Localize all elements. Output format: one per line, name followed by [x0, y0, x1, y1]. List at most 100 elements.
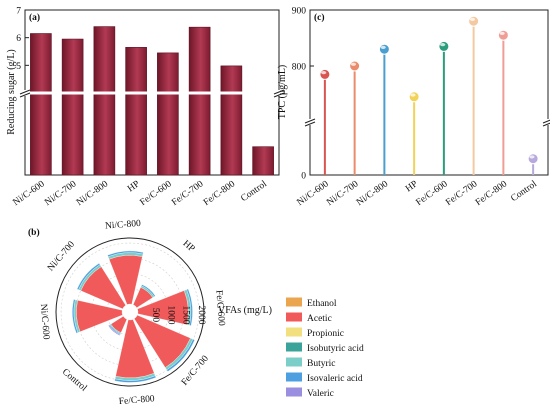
chart-c-point: [378, 43, 390, 55]
chart-b-sector: [107, 250, 144, 257]
chart-a-bar: [252, 146, 274, 176]
legend-swatch: [286, 387, 302, 397]
chart-c-lollipops: [319, 15, 539, 175]
chart-c-point-highlight: [469, 17, 476, 21]
chart-a-break-right-slash-1: [273, 89, 285, 95]
chart-c-break-left-slash-2: [304, 121, 316, 127]
chart-a-axis-break: [19, 89, 285, 98]
legend-swatch: [286, 372, 302, 382]
chart-c-point-highlight: [440, 43, 446, 47]
chart-c-y-axis-label: TPC (μg/mL): [277, 65, 288, 120]
chart-a-y-tick-label: 5: [16, 62, 21, 72]
chart-c-x-tick-label: Control: [509, 179, 539, 204]
chart-b-radial-tick-label: 2000: [196, 306, 206, 325]
legend-label: Isovaleric acid: [307, 374, 363, 384]
chart-b-radial-tick-label: 500: [150, 308, 160, 323]
chart-c-x-tick-label: Ni/C-600: [295, 179, 330, 208]
chart-b-category-label: Fe/C-700: [180, 354, 211, 388]
legend-swatch: [286, 312, 302, 322]
chart-a-break-band: [26, 91, 278, 95]
chart-a-y-axis-label: Reducing sugar (g/L): [6, 49, 17, 135]
chart-a-bar: [157, 52, 179, 176]
legend-swatch: [286, 357, 302, 367]
chart-c-point-highlight: [499, 31, 505, 35]
legend-swatch: [286, 342, 302, 352]
chart-b: (b) Ni/C-600 Ni/C-700 Ni/C-800 HP Fe/C-600 Fe…: [28, 219, 272, 404]
chart-a-x-tick-label: Ni/C-800: [75, 179, 110, 208]
chart-a-break-left-mask: [20, 90, 30, 96]
chart-a-y-tick-label: 7: [16, 7, 21, 17]
chart-c-y-tick-label: 0: [301, 172, 306, 182]
chart-b-radial-ticks: 500 1000 1500 2000: [150, 306, 206, 325]
chart-b-outer-circle: [55, 237, 205, 387]
chart-c-point: [349, 60, 361, 72]
chart-c-axis-break: [304, 118, 550, 127]
chart-a-break-left-slash-2: [19, 92, 31, 98]
chart-b-sector: [76, 263, 101, 290]
chart-c-point: [497, 29, 509, 41]
chart-a-break-right-slash-2: [273, 92, 285, 98]
chart-a-x-tick-label: Fe/C-800: [202, 179, 237, 208]
chart-c-point-highlight: [410, 93, 416, 97]
chart-b-sector: [141, 284, 156, 297]
chart-a-x-tick-label: Fe/C-700: [170, 179, 205, 208]
legend-label: Isobutyric acid: [307, 344, 364, 354]
chart-a-x-tick-label: HP: [126, 179, 142, 194]
chart-c-frame: [309, 9, 549, 176]
chart-b-sector: [114, 375, 157, 383]
chart-b-legend: Ethanol Acetic Propionic Isobutyric acid But…: [286, 297, 364, 399]
legend-label: Ethanol: [307, 299, 337, 309]
chart-c-break-right-slash-2: [542, 122, 550, 127]
chart-c-break-right-slash-1: [542, 119, 550, 124]
chart-b-category-label: Ni/C-700: [46, 239, 77, 273]
chart-b-radial-tick-label: 1500: [181, 306, 191, 325]
chart-b-category-label: Ni/C-600: [38, 303, 51, 340]
chart-b-panel-label: (b): [28, 227, 40, 238]
chart-a-bars: [30, 26, 274, 176]
chart-a-x-tick-label: Ni/C-600: [11, 179, 46, 208]
chart-b-sector: [108, 325, 121, 336]
chart-a-y-ticks: 5 6 7: [16, 7, 29, 94]
chart-a-y-tick-label: 6: [16, 34, 21, 44]
chart-a-x-tick-label: Control: [239, 179, 269, 204]
chart-b-radial-title: VFAs (mg/L): [218, 305, 272, 316]
chart-c-x-tick-label: HP: [404, 179, 420, 194]
chart-c-point-highlight: [350, 62, 357, 66]
chart-c-point: [408, 91, 420, 103]
legend-label: Butyric: [307, 359, 336, 369]
chart-c-point: [527, 153, 539, 165]
chart-b-category-label: Control: [60, 367, 89, 394]
chart-b-sectors: [72, 250, 195, 383]
chart-a-bar: [188, 26, 211, 176]
chart-a-bar: [125, 47, 147, 176]
chart-a-bar: [93, 26, 116, 176]
chart-a-bar: [220, 65, 243, 176]
chart-c-x-tick-label: Fe/C-600: [414, 179, 449, 208]
chart-c-y-ticks: 0 800 900: [292, 7, 314, 182]
chart-a-x-tick-label: Fe/C-600: [138, 179, 173, 208]
chart-a-break-left-slash-1: [19, 89, 31, 95]
chart-c-y-tick-label: 800: [292, 63, 307, 73]
chart-c-point-highlight: [321, 71, 327, 75]
chart-b-category-label: Fe/C-600: [213, 290, 226, 327]
chart-a-panel-label: (a): [29, 12, 40, 23]
chart-b-category-label: Ni/C-800: [105, 219, 142, 232]
chart-b-sector: [166, 339, 195, 372]
chart-c-point-highlight: [380, 45, 386, 50]
chart-a-x-tick-label: Ni/C-700: [43, 179, 78, 208]
chart-c-x-tick-label: Fe/C-700: [444, 179, 479, 208]
chart-c-break-left-slash-1: [304, 118, 316, 124]
chart-a-break-right-mask: [274, 90, 284, 96]
chart-c-x-tick-label: Ni/C-800: [355, 179, 390, 208]
chart-b-sector: [72, 299, 78, 334]
legend-label: Propionic: [307, 329, 344, 339]
chart-c: (c) TPC (μg/mL) 0 800 900 Ni/C-600Ni/C-700…: [277, 7, 550, 208]
chart-c-point: [319, 68, 331, 80]
legend-label: Acetic: [307, 314, 332, 324]
chart-c-x-tick-label: Fe/C-800: [474, 179, 509, 208]
chart-c-point-highlight: [529, 155, 535, 159]
chart-a-bar: [30, 33, 52, 176]
